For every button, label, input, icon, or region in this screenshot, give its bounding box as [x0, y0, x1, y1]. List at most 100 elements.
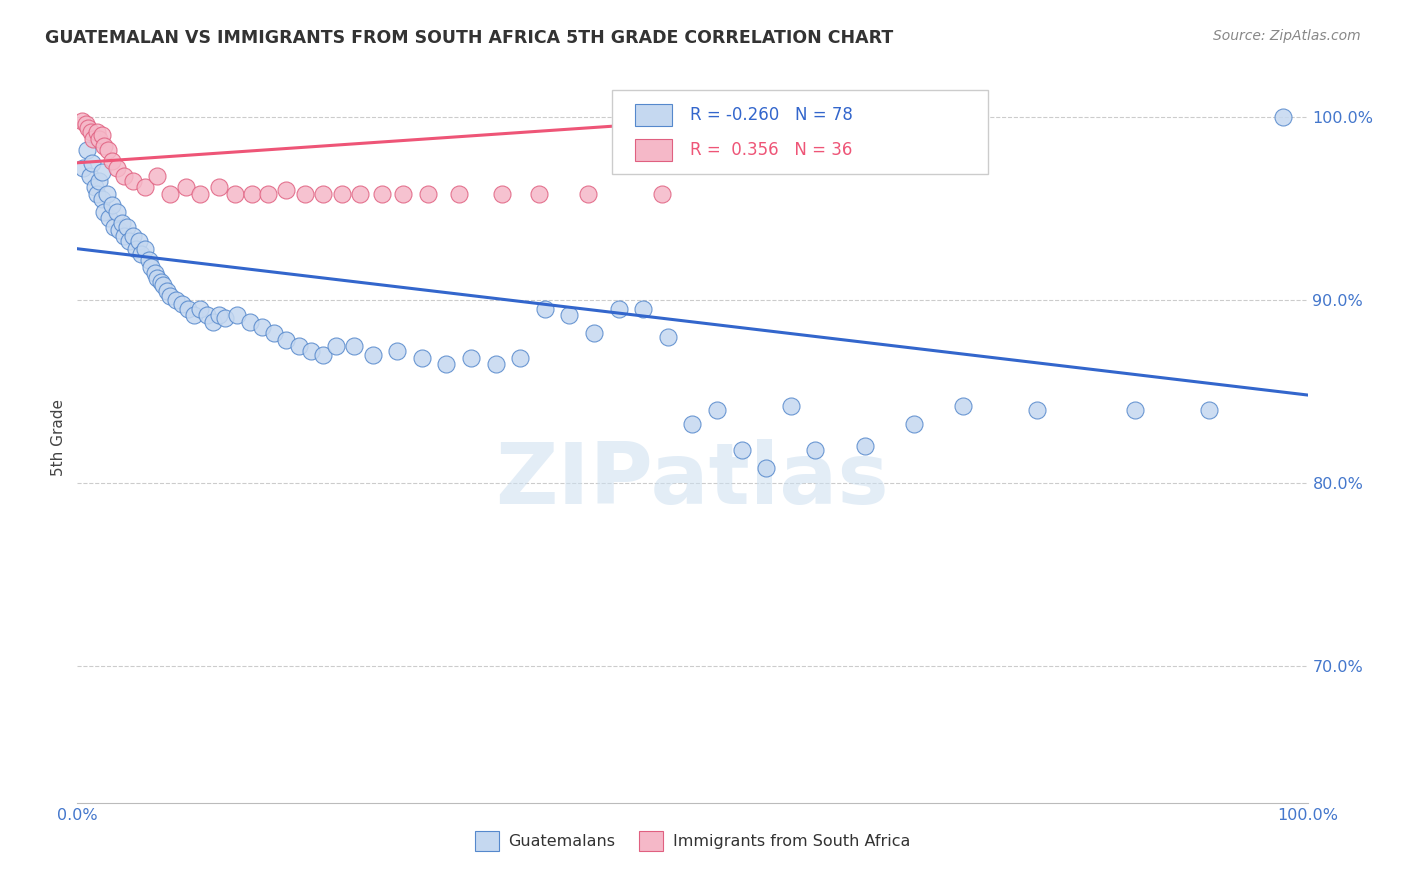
- Point: [706, 402, 728, 417]
- Point: [1272, 110, 1295, 124]
- Point: [491, 186, 513, 201]
- Point: [111, 216, 132, 230]
- Point: [121, 174, 143, 188]
- Point: [361, 348, 384, 362]
- Point: [129, 247, 153, 261]
- Point: [257, 186, 280, 201]
- Point: [208, 308, 231, 322]
- Point: [188, 301, 212, 316]
- Point: [651, 186, 673, 201]
- Bar: [634, 139, 672, 161]
- Point: [146, 169, 169, 183]
- Point: [89, 174, 111, 188]
- Point: [349, 186, 371, 201]
- Point: [312, 348, 335, 362]
- Point: [447, 186, 470, 201]
- Legend: Guatemalans, Immigrants from South Africa: Guatemalans, Immigrants from South Afric…: [468, 825, 917, 857]
- Point: [224, 186, 246, 201]
- Point: [214, 311, 236, 326]
- Point: [77, 121, 100, 136]
- Text: Source: ZipAtlas.com: Source: ZipAtlas.com: [1213, 29, 1361, 43]
- Point: [177, 301, 200, 316]
- Point: [96, 186, 118, 201]
- Point: [633, 301, 655, 316]
- Point: [165, 293, 187, 307]
- Point: [607, 301, 630, 316]
- Point: [485, 357, 508, 371]
- Y-axis label: 5th Grade: 5th Grade: [51, 399, 66, 475]
- Point: [239, 315, 262, 329]
- Point: [115, 219, 138, 234]
- Point: [90, 128, 114, 143]
- Point: [188, 186, 212, 201]
- Point: [108, 223, 131, 237]
- Point: [330, 186, 353, 201]
- FancyBboxPatch shape: [613, 90, 988, 174]
- Point: [90, 165, 114, 179]
- Point: [112, 169, 135, 183]
- Point: [82, 132, 104, 146]
- Point: [138, 252, 160, 267]
- Point: [416, 186, 439, 201]
- Point: [276, 333, 298, 347]
- Point: [97, 143, 120, 157]
- Point: [93, 139, 115, 153]
- Text: R = -0.260   N = 78: R = -0.260 N = 78: [690, 106, 853, 124]
- Point: [804, 442, 827, 457]
- Point: [411, 351, 433, 366]
- Point: [208, 179, 231, 194]
- Point: [89, 132, 111, 146]
- Point: [195, 308, 218, 322]
- Point: [276, 183, 298, 197]
- Point: [159, 186, 181, 201]
- Point: [72, 161, 94, 176]
- Point: [83, 179, 105, 194]
- Point: [86, 125, 108, 139]
- Bar: [634, 103, 672, 126]
- Point: [1125, 402, 1147, 417]
- Point: [325, 338, 347, 352]
- Point: [1026, 402, 1049, 417]
- Point: [112, 228, 135, 243]
- Point: [371, 186, 394, 201]
- Point: [460, 351, 482, 366]
- Point: [240, 186, 263, 201]
- Point: [250, 320, 273, 334]
- Point: [731, 442, 754, 457]
- Point: [299, 344, 322, 359]
- Point: [101, 198, 124, 212]
- Point: [93, 205, 115, 219]
- Point: [143, 265, 166, 279]
- Point: [82, 155, 104, 169]
- Point: [118, 235, 141, 249]
- Point: [527, 186, 550, 201]
- Point: [101, 153, 124, 168]
- Point: [509, 351, 531, 366]
- Point: [780, 399, 803, 413]
- Point: [134, 179, 156, 194]
- Point: [288, 338, 311, 352]
- Point: [174, 179, 197, 194]
- Point: [125, 242, 148, 256]
- Point: [682, 417, 704, 432]
- Point: [141, 260, 163, 274]
- Point: [436, 357, 458, 371]
- Point: [75, 117, 97, 131]
- Point: [534, 301, 557, 316]
- Point: [146, 271, 169, 285]
- Point: [170, 296, 193, 310]
- Point: [90, 192, 114, 206]
- Point: [105, 161, 128, 176]
- Point: [183, 308, 205, 322]
- Point: [134, 242, 156, 256]
- Point: [583, 326, 606, 340]
- Point: [1198, 402, 1220, 417]
- Point: [103, 219, 125, 234]
- Point: [312, 186, 335, 201]
- Point: [201, 315, 224, 329]
- Point: [121, 228, 143, 243]
- Point: [385, 344, 409, 359]
- Point: [903, 417, 925, 432]
- Point: [76, 143, 98, 157]
- Point: [80, 125, 103, 139]
